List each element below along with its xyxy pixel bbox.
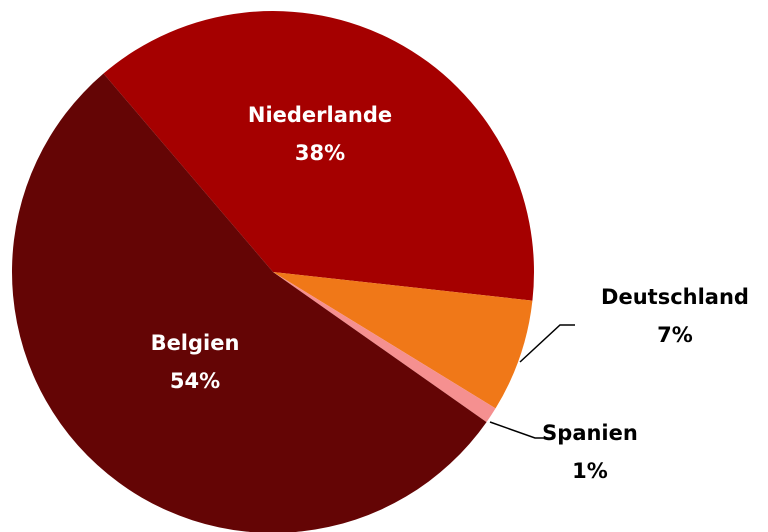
pie-slice xyxy=(12,73,487,532)
slice-value-label: 38% xyxy=(295,141,345,165)
leader-line xyxy=(519,324,575,363)
pie-slice xyxy=(273,272,533,409)
slice-value-label: 54% xyxy=(170,369,220,393)
slice-value-label: 1% xyxy=(572,459,608,483)
pie-slice xyxy=(103,10,535,301)
pie-slice xyxy=(273,272,496,423)
slice-label: Niederlande xyxy=(248,103,392,127)
slice-label: Deutschland xyxy=(601,285,749,309)
slice-label: Spanien xyxy=(542,421,638,445)
slice-label: Belgien xyxy=(151,331,240,355)
leader-line xyxy=(489,421,545,439)
slice-value-label: 7% xyxy=(657,323,693,347)
